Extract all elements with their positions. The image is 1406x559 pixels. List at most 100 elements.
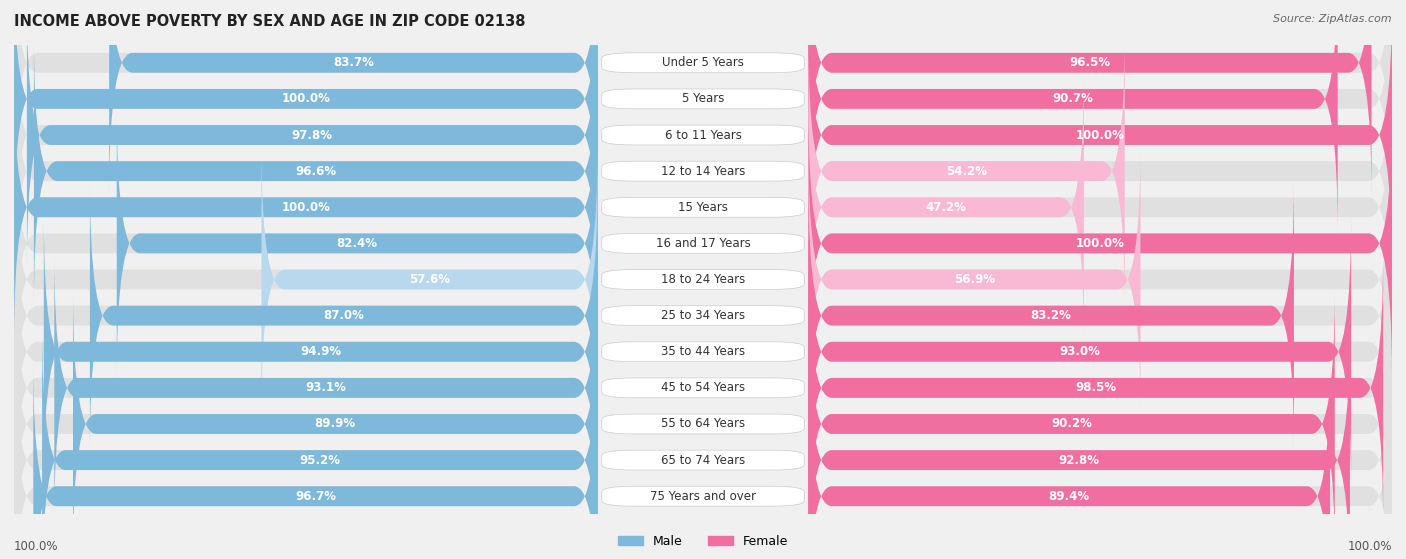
FancyBboxPatch shape — [14, 73, 598, 342]
FancyBboxPatch shape — [14, 217, 598, 486]
FancyBboxPatch shape — [602, 414, 804, 434]
FancyBboxPatch shape — [14, 325, 598, 559]
Text: INCOME ABOVE POVERTY BY SEX AND AGE IN ZIP CODE 02138: INCOME ABOVE POVERTY BY SEX AND AGE IN Z… — [14, 14, 526, 29]
FancyBboxPatch shape — [602, 450, 804, 470]
FancyBboxPatch shape — [602, 306, 804, 325]
Text: 65 to 74 Years: 65 to 74 Years — [661, 453, 745, 467]
FancyBboxPatch shape — [602, 234, 804, 253]
FancyBboxPatch shape — [808, 290, 1334, 558]
Text: 12 to 14 Years: 12 to 14 Years — [661, 165, 745, 178]
Text: 96.5%: 96.5% — [1070, 56, 1111, 69]
Text: 47.2%: 47.2% — [925, 201, 966, 214]
FancyBboxPatch shape — [602, 486, 804, 506]
Text: 100.0%: 100.0% — [1076, 129, 1125, 141]
Text: 25 to 34 Years: 25 to 34 Years — [661, 309, 745, 322]
Text: 57.6%: 57.6% — [409, 273, 450, 286]
Text: 93.1%: 93.1% — [305, 381, 346, 394]
Text: 83.7%: 83.7% — [333, 56, 374, 69]
Text: 15 Years: 15 Years — [678, 201, 728, 214]
Text: Source: ZipAtlas.com: Source: ZipAtlas.com — [1274, 14, 1392, 24]
Text: 100.0%: 100.0% — [281, 201, 330, 214]
Legend: Male, Female: Male, Female — [613, 530, 793, 553]
Text: 89.4%: 89.4% — [1049, 490, 1090, 503]
FancyBboxPatch shape — [808, 1, 1392, 269]
FancyBboxPatch shape — [14, 73, 598, 342]
Text: 90.7%: 90.7% — [1053, 92, 1094, 106]
FancyBboxPatch shape — [808, 36, 1125, 306]
FancyBboxPatch shape — [808, 181, 1392, 450]
FancyBboxPatch shape — [808, 217, 1351, 486]
FancyBboxPatch shape — [808, 145, 1392, 414]
FancyBboxPatch shape — [42, 325, 598, 559]
FancyBboxPatch shape — [14, 0, 598, 234]
FancyBboxPatch shape — [808, 325, 1350, 559]
Text: 5 Years: 5 Years — [682, 92, 724, 106]
Text: 92.8%: 92.8% — [1059, 453, 1099, 467]
FancyBboxPatch shape — [808, 362, 1330, 559]
FancyBboxPatch shape — [808, 362, 1392, 559]
FancyBboxPatch shape — [808, 73, 1392, 342]
FancyBboxPatch shape — [14, 1, 598, 269]
Text: 35 to 44 Years: 35 to 44 Years — [661, 345, 745, 358]
FancyBboxPatch shape — [73, 290, 598, 558]
FancyBboxPatch shape — [44, 217, 598, 486]
Text: 97.8%: 97.8% — [291, 129, 333, 141]
FancyBboxPatch shape — [808, 109, 1392, 378]
Text: 54.2%: 54.2% — [946, 165, 987, 178]
FancyBboxPatch shape — [602, 89, 804, 109]
FancyBboxPatch shape — [602, 125, 804, 145]
FancyBboxPatch shape — [14, 0, 598, 197]
FancyBboxPatch shape — [808, 181, 1294, 450]
FancyBboxPatch shape — [808, 290, 1392, 558]
Text: 100.0%: 100.0% — [14, 541, 59, 553]
FancyBboxPatch shape — [14, 181, 598, 450]
FancyBboxPatch shape — [110, 0, 598, 197]
FancyBboxPatch shape — [14, 290, 598, 558]
Text: 90.2%: 90.2% — [1052, 418, 1092, 430]
Text: 96.6%: 96.6% — [295, 165, 336, 178]
FancyBboxPatch shape — [602, 378, 804, 398]
Text: 89.9%: 89.9% — [315, 418, 356, 430]
Text: 100.0%: 100.0% — [1076, 237, 1125, 250]
FancyBboxPatch shape — [808, 1, 1392, 269]
FancyBboxPatch shape — [808, 325, 1392, 559]
Text: 96.7%: 96.7% — [295, 490, 336, 503]
Text: 45 to 54 Years: 45 to 54 Years — [661, 381, 745, 394]
FancyBboxPatch shape — [808, 109, 1392, 378]
FancyBboxPatch shape — [808, 0, 1337, 234]
FancyBboxPatch shape — [14, 362, 598, 559]
FancyBboxPatch shape — [808, 36, 1392, 306]
FancyBboxPatch shape — [602, 197, 804, 217]
Text: 100.0%: 100.0% — [1347, 541, 1392, 553]
Text: 87.0%: 87.0% — [323, 309, 364, 322]
FancyBboxPatch shape — [808, 0, 1392, 197]
FancyBboxPatch shape — [602, 269, 804, 290]
Text: 98.5%: 98.5% — [1076, 381, 1116, 394]
FancyBboxPatch shape — [262, 145, 598, 414]
FancyBboxPatch shape — [808, 217, 1392, 486]
FancyBboxPatch shape — [34, 362, 598, 559]
Text: 16 and 17 Years: 16 and 17 Years — [655, 237, 751, 250]
FancyBboxPatch shape — [55, 253, 598, 523]
FancyBboxPatch shape — [90, 181, 598, 450]
Text: 100.0%: 100.0% — [281, 92, 330, 106]
Text: 95.2%: 95.2% — [299, 453, 340, 467]
FancyBboxPatch shape — [602, 53, 804, 73]
Text: 83.2%: 83.2% — [1031, 309, 1071, 322]
Text: 55 to 64 Years: 55 to 64 Years — [661, 418, 745, 430]
Text: 6 to 11 Years: 6 to 11 Years — [665, 129, 741, 141]
Text: 82.4%: 82.4% — [336, 237, 378, 250]
Text: 56.9%: 56.9% — [953, 273, 995, 286]
FancyBboxPatch shape — [14, 145, 598, 414]
FancyBboxPatch shape — [808, 0, 1392, 234]
Text: 75 Years and over: 75 Years and over — [650, 490, 756, 503]
FancyBboxPatch shape — [808, 0, 1371, 197]
FancyBboxPatch shape — [808, 145, 1140, 414]
FancyBboxPatch shape — [34, 36, 598, 306]
FancyBboxPatch shape — [808, 73, 1084, 342]
FancyBboxPatch shape — [808, 253, 1384, 523]
FancyBboxPatch shape — [117, 109, 598, 378]
FancyBboxPatch shape — [14, 109, 598, 378]
FancyBboxPatch shape — [602, 161, 804, 181]
FancyBboxPatch shape — [14, 36, 598, 306]
